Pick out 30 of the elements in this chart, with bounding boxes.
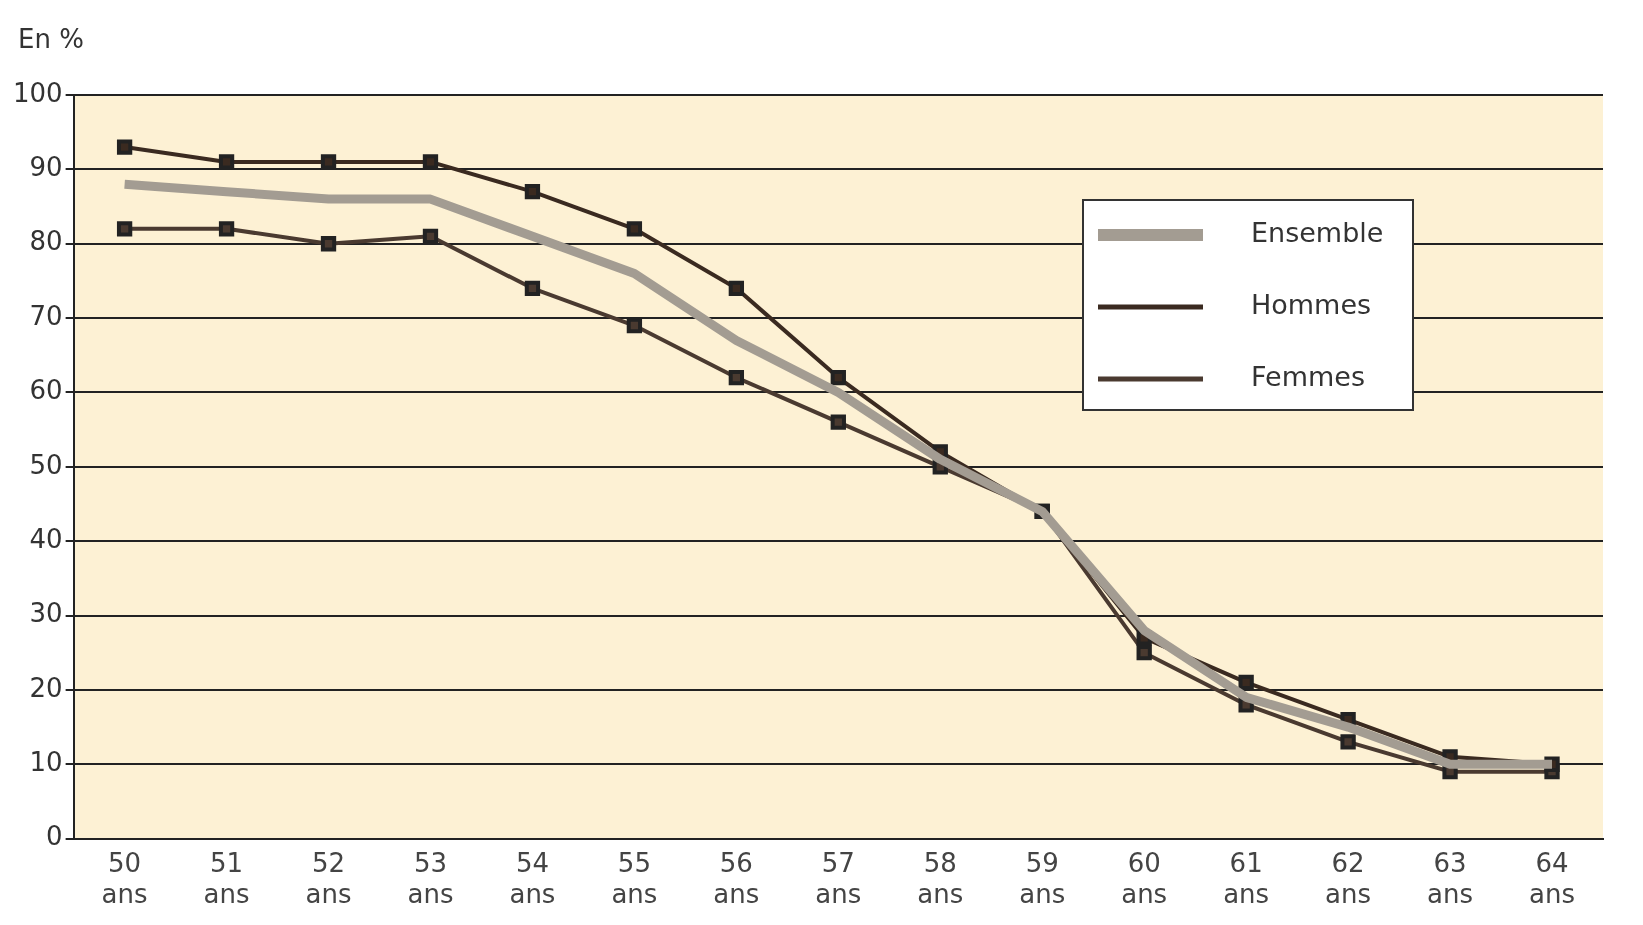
y-tick-label: 100 (12, 77, 63, 108)
x-tick-label: 59 ans (1019, 847, 1066, 910)
x-tick-label: 61 ans (1223, 847, 1270, 910)
x-tick-label: 64 ans (1529, 847, 1576, 910)
x-tick-label: 63 ans (1427, 847, 1474, 910)
x-tick-label: 56 ans (713, 847, 760, 910)
y-tick-label: 40 (29, 523, 63, 554)
x-tick-label: 52 ans (305, 847, 352, 910)
x-tick-label: 51 ans (203, 847, 250, 910)
y-tick-label: 90 (29, 152, 63, 183)
x-tick-label: 55 ans (611, 847, 658, 910)
x-tick-label: 58 ans (917, 847, 964, 910)
y-tick-label: 10 (29, 746, 63, 777)
x-tick-label: 60 ans (1121, 847, 1168, 910)
y-tick-label: 30 (29, 598, 63, 629)
x-tick-label: 54 ans (509, 847, 556, 910)
x-tick-label: 53 ans (407, 847, 454, 910)
x-tick-label: 50 ans (101, 847, 148, 910)
x-tick-label: 62 ans (1325, 847, 1372, 910)
legend-label: Femmes (1251, 361, 1365, 393)
x-tick-label: 57 ans (815, 847, 862, 910)
y-tick-label: 80 (29, 226, 63, 257)
y-tick-label: 70 (29, 300, 63, 331)
legend-label: Hommes (1251, 289, 1372, 321)
y-tick-label: 0 (46, 821, 63, 852)
y-tick-label: 20 (29, 672, 63, 703)
y-tick-label: 60 (29, 375, 63, 406)
legend-label: Ensemble (1251, 217, 1384, 249)
y-tick-label: 50 (29, 449, 63, 480)
y-axis-title: En % (18, 24, 84, 54)
